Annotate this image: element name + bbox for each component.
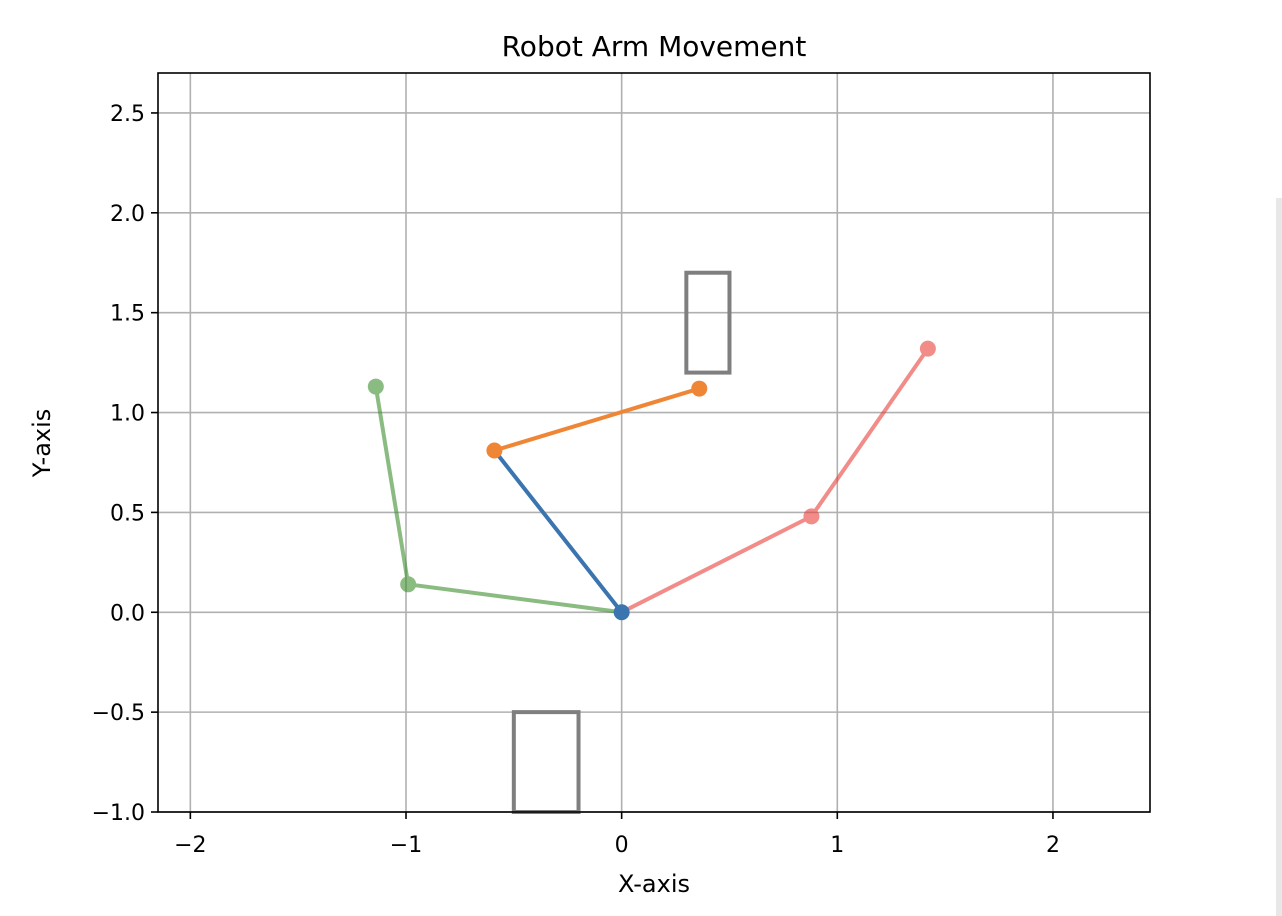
arm-joint (691, 380, 708, 397)
arm-link (492, 448, 624, 615)
robot-arm (367, 378, 624, 615)
y-tick-label: 0.5 (110, 501, 145, 526)
axis-ticks: −2 −1 0 1 2 −1.0 −0.5 0.0 0.5 1.0 1.5 2.0 2.5 (92, 102, 1060, 858)
y-tick-label: −1.0 (92, 801, 145, 826)
arm-joint (919, 340, 936, 357)
y-tick-label: 1.0 (110, 402, 145, 427)
chart-title: Robot Arm Movement (502, 30, 807, 63)
y-tick-label: 2.5 (110, 102, 145, 127)
x-tick-label: −1 (390, 833, 422, 858)
x-tick-label: 1 (830, 833, 844, 858)
x-tick-label: 0 (615, 833, 629, 858)
arm-link (492, 386, 702, 453)
y-tick-label: 2.0 (110, 202, 145, 227)
window-edge (1276, 198, 1282, 916)
arms (367, 340, 936, 621)
y-tick-label: 1.5 (110, 302, 145, 327)
x-tick-label: 2 (1046, 833, 1060, 858)
arm-link (373, 384, 411, 587)
robot-arm (486, 380, 708, 621)
arm-joint (803, 508, 820, 525)
arm-link (406, 582, 624, 615)
arm-joint (400, 576, 417, 593)
x-tick-label: −2 (174, 833, 206, 858)
y-tick-label: −0.5 (92, 701, 145, 726)
arm-joint (613, 604, 630, 621)
robot-arm (619, 340, 936, 615)
arm-joint (486, 442, 503, 459)
y-axis-label: Y-axis (28, 409, 56, 479)
y-tick-label: 0.0 (110, 601, 145, 626)
arm-joint (367, 378, 384, 395)
plot-frame (157, 72, 1151, 813)
arm-link (809, 346, 930, 519)
obstacle-rect (684, 270, 732, 375)
arm-link (619, 514, 814, 615)
x-axis-label: X-axis (618, 870, 690, 898)
